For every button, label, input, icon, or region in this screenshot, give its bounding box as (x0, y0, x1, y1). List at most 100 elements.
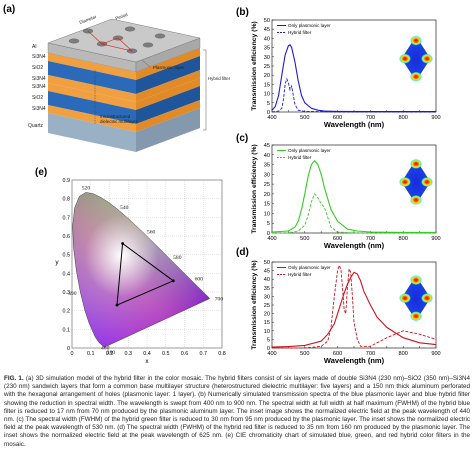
y-tick-label: 0 (267, 231, 270, 237)
y-tick-label: 45 (264, 143, 270, 149)
layer-label-5: SiO2 (32, 95, 43, 101)
cie-wavelength-label: 560 (147, 229, 156, 235)
cie-y-tick-label: 0.9 (63, 178, 71, 184)
cie-wavelength-label: 490 (68, 291, 77, 297)
spectrum-panel-label: (d) (236, 247, 249, 258)
filter-point-blue (115, 303, 119, 307)
x-tick-label: 600 (333, 236, 342, 242)
cie-y-tick-label: 0.1 (63, 327, 71, 333)
x-tick-label: 900 (431, 236, 440, 242)
cie-x-axis-label: x (145, 358, 149, 365)
cie-x-tick-label: 0.7 (200, 351, 208, 357)
cie-wavelength-label: 600 (195, 276, 204, 282)
panel-e-label: (e) (35, 167, 47, 178)
inset-hotspot (421, 53, 433, 64)
x-tick-label: 800 (399, 351, 408, 357)
layer-labels: Al Si3N4 SiO2 Si3N4 Si3N4 SiO2 Si3N4 Qua… (28, 44, 46, 129)
cie-y-tick-label: 0.4 (63, 271, 71, 277)
y-tick-label: 45 (264, 27, 270, 33)
x-tick-label: 800 (399, 236, 408, 242)
cie-x-tick-label: 0.5 (162, 351, 170, 357)
cie-y-tick-label: 0 (67, 346, 70, 352)
cie-x-tick-label: 0.3 (125, 351, 133, 357)
inset-hotspot (399, 53, 411, 64)
cie-x-tick-label: 0.2 (106, 351, 114, 357)
legend-entry: Hybrid filter (288, 155, 312, 160)
y-axis-label: Transmission efficiency (%) (251, 21, 258, 111)
y-tick-label: 45 (264, 269, 270, 275)
y-tick-label: 5 (267, 101, 270, 107)
legend-entry: Hybrid filter (288, 272, 312, 277)
cie-y-tick-label: 0.2 (63, 309, 71, 315)
y-tick-label: 30 (264, 294, 270, 300)
panel-a: (a) (3, 4, 231, 152)
cie-x-tick-label: 0.4 (143, 351, 151, 357)
y-tick-label: 50 (264, 18, 270, 24)
x-axis-label: Wavelength (nm) (324, 120, 385, 129)
x-tick-label: 900 (431, 351, 440, 357)
layer-label-0: Al (32, 44, 36, 50)
legend-entry: Only plasmonic layer (288, 265, 331, 270)
series-plasmonic-line (271, 159, 436, 233)
y-tick-label: 40 (264, 277, 270, 283)
y-tick-label: 25 (264, 182, 270, 188)
x-axis-label: Wavelength (nm) (324, 356, 385, 365)
inset-hotspot (410, 195, 422, 205)
spectrum-panel-2: (d) 400 500 600 700 800 900 0 5 10 15 20 25 30 35 40 45 5… (236, 247, 441, 365)
layer-label-7: Quartz (28, 123, 44, 129)
y-tick-label: 20 (264, 312, 270, 318)
layer-label-6: Si3N4 (32, 106, 46, 112)
y-tick-label: 40 (264, 153, 270, 159)
y-tick-label: 5 (267, 337, 270, 343)
caption-label: FIG. 1. (4, 375, 24, 382)
cie-x-tick-label: 0 (71, 351, 74, 357)
y-tick-label: 10 (264, 92, 270, 98)
inset-field-map (399, 275, 433, 322)
inset-hotspot (410, 275, 422, 286)
x-tick-label: 400 (267, 236, 276, 242)
legend-entry: Only plasmonic layer (288, 148, 331, 153)
y-tick-label: 25 (264, 303, 270, 309)
legend-entry: Hybrid filter (288, 30, 312, 35)
series-plasmonic-line (271, 44, 436, 113)
panel-e: (e) 0 0.1 0.2 0.3 0.4 0.5 0.6 0.7 0.8 0 0.1 0.2 0.3 0… (35, 167, 226, 365)
spectra-panels: (b)400 500 600 700 800 9000510152025303540455… (236, 7, 441, 365)
cie-x-tick-label: 0.1 (87, 351, 95, 357)
y-tick-label: 40 (264, 36, 270, 42)
inset-hotspot (410, 71, 422, 82)
y-tick-label: 0 (267, 110, 270, 116)
x-tick-label: 500 (300, 115, 309, 121)
filter-gamut-triangle (116, 242, 175, 306)
panel-a-annotations: Diameter Period Plasmonic layer Hybrid f… (79, 12, 231, 131)
y-tick-label: 20 (264, 73, 270, 79)
cie-x-tick-label: 0.8 (218, 351, 226, 357)
figure-canvas: (a) (3, 4, 441, 365)
y-tick-label: 50 (264, 260, 270, 266)
cie-wavelength-label: 380 (107, 350, 116, 356)
x-tick-label: 800 (399, 115, 408, 121)
y-tick-label: 15 (264, 82, 270, 88)
period-label: Period (115, 12, 129, 21)
x-tick-label: 700 (366, 115, 375, 121)
cie-spectral-locus (72, 192, 211, 348)
dielectric-label: dielectric multilayer (100, 119, 138, 124)
hybrid-filter-label: Hybrid filter (208, 76, 231, 81)
caption-text: (a) 3D simulation model of the hybrid fi… (4, 375, 470, 448)
cie-wavelength-label: 460 (101, 345, 110, 351)
inset-hotspot (399, 176, 411, 187)
panel-a-label: (a) (3, 4, 15, 15)
cie-y-axis-label: y (55, 259, 59, 266)
inset-field-map (399, 158, 433, 205)
x-tick-label: 700 (366, 236, 375, 242)
y-tick-label: 15 (264, 320, 270, 326)
series-hybrid-line (272, 264, 437, 349)
inset-hotspot (421, 176, 433, 187)
layer-stack (47, 18, 201, 152)
y-tick-label: 25 (264, 64, 270, 70)
cie-y-tick-label: 0.8 (63, 197, 71, 203)
cie-y-tick-label: 0.6 (63, 234, 71, 240)
y-tick-label: 15 (264, 202, 270, 208)
x-tick-label: 700 (366, 351, 375, 357)
legend-entry: Only plasmonic layer (288, 23, 331, 28)
x-tick-label: 600 (333, 115, 342, 121)
